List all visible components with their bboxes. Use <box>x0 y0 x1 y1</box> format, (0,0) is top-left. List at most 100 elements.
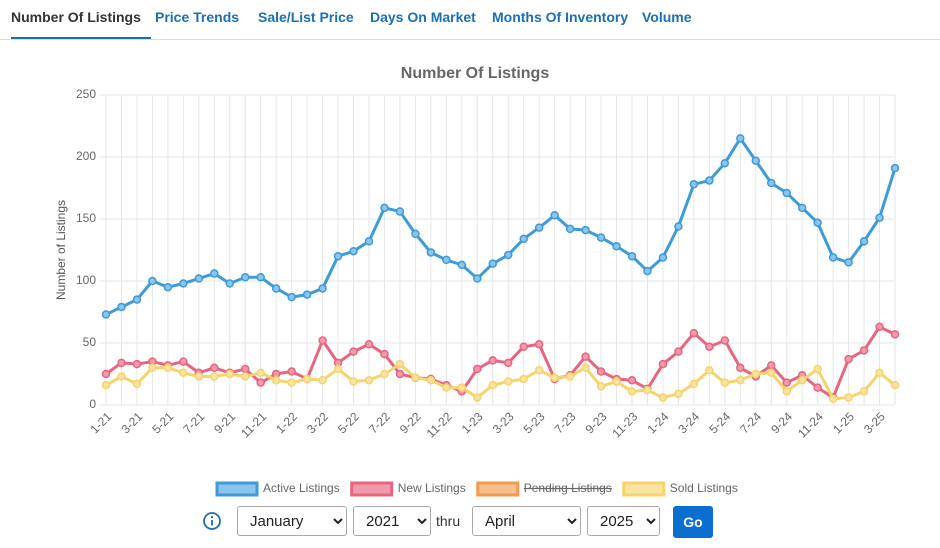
x-tick-label: 11-24 <box>795 409 826 440</box>
data-point <box>210 269 219 278</box>
x-tick-label: 3-23 <box>490 409 517 436</box>
tab[interactable]: Volume <box>642 9 692 25</box>
data-point <box>148 276 157 286</box>
data-point <box>519 374 528 384</box>
data-point <box>674 389 683 399</box>
go-button[interactable]: Go <box>673 506 713 538</box>
x-tick-label: 11-22 <box>424 409 455 440</box>
data-point <box>596 233 606 242</box>
data-point <box>766 368 776 378</box>
start-year-select[interactable]: 2021 <box>353 506 431 536</box>
y-tick-label: 150 <box>76 211 96 225</box>
data-point <box>318 336 327 345</box>
data-point <box>271 375 281 385</box>
data-point <box>240 273 250 282</box>
data-point <box>720 158 730 168</box>
data-point <box>380 349 389 359</box>
data-point <box>287 378 296 387</box>
data-point <box>349 347 358 356</box>
data-point <box>643 266 652 276</box>
data-point <box>426 375 436 385</box>
end-month-select[interactable]: April <box>472 506 581 536</box>
data-point <box>844 258 853 267</box>
data-point <box>859 237 869 246</box>
data-point <box>256 273 265 282</box>
data-point <box>488 380 498 390</box>
x-tick-label: 3-25 <box>861 409 888 436</box>
data-point <box>859 346 869 355</box>
data-point <box>596 382 606 391</box>
data-point <box>395 369 405 379</box>
data-point <box>473 393 482 402</box>
legend-item[interactable]: Sold Listings <box>622 481 738 497</box>
data-point <box>256 378 265 387</box>
data-point <box>132 359 142 369</box>
data-point <box>503 250 513 260</box>
legend-swatch <box>476 481 520 497</box>
data-point <box>875 322 884 332</box>
data-point <box>689 379 699 389</box>
data-point <box>705 342 714 351</box>
data-point <box>333 364 343 374</box>
x-tick-label: 5-24 <box>706 409 733 436</box>
data-point <box>674 347 683 356</box>
data-point <box>163 282 173 292</box>
data-point <box>179 279 188 288</box>
data-point <box>488 356 498 365</box>
data-point <box>287 292 296 302</box>
x-tick-label: 7-23 <box>552 409 579 436</box>
data-point <box>534 339 544 349</box>
data-point <box>612 242 621 251</box>
data-point <box>442 383 451 392</box>
tab[interactable]: Price Trends <box>155 9 240 25</box>
data-point <box>782 188 791 198</box>
y-tick-label: 250 <box>76 87 96 101</box>
data-point <box>534 366 544 375</box>
x-tick-label: 7-21 <box>180 409 207 436</box>
start-month-select[interactable]: January <box>237 506 347 536</box>
data-point <box>457 260 467 270</box>
data-point <box>256 368 265 378</box>
y-axis-label: Number of Listings <box>54 200 68 300</box>
x-tick-label: 1-23 <box>459 409 486 436</box>
legend-swatch <box>215 481 259 497</box>
tab[interactable]: Number Of Listings <box>11 9 141 25</box>
data-point <box>782 387 791 396</box>
data-point <box>271 284 281 293</box>
data-point <box>210 363 219 373</box>
data-point <box>426 248 436 257</box>
x-tick-label: 1-25 <box>830 409 857 436</box>
legend-label: Active Listings <box>263 481 340 495</box>
data-point <box>875 213 884 223</box>
data-point <box>658 393 668 402</box>
data-point <box>720 378 730 387</box>
legend-item[interactable]: New Listings <box>350 481 466 497</box>
info-icon[interactable] <box>203 512 221 530</box>
data-point <box>364 375 374 385</box>
tab[interactable]: Months Of Inventory <box>492 9 629 25</box>
data-point <box>534 223 544 232</box>
legend-item[interactable]: Active Listings <box>215 481 340 497</box>
x-tick-label: 5-21 <box>149 409 176 436</box>
data-point <box>813 364 822 374</box>
data-point <box>225 279 235 288</box>
data-point <box>473 274 482 283</box>
x-tick-label: 1-24 <box>644 409 671 436</box>
data-point <box>643 385 652 395</box>
data-point <box>395 359 405 369</box>
data-point <box>736 134 745 143</box>
legend-item[interactable]: Pending Listings <box>476 481 612 497</box>
data-point <box>101 369 111 379</box>
x-tick-label: 3-21 <box>118 409 145 436</box>
data-point <box>674 222 683 231</box>
tab[interactable]: Sale/List Price <box>258 9 354 25</box>
tab[interactable]: Days On Market <box>370 9 476 25</box>
x-tick-label: 1-22 <box>273 409 300 436</box>
active-tab-underline <box>11 37 151 39</box>
end-year-select[interactable]: 2025 <box>587 506 660 536</box>
data-point <box>890 380 900 390</box>
data-point <box>612 377 621 386</box>
data-point <box>581 363 590 373</box>
data-point <box>411 229 420 239</box>
